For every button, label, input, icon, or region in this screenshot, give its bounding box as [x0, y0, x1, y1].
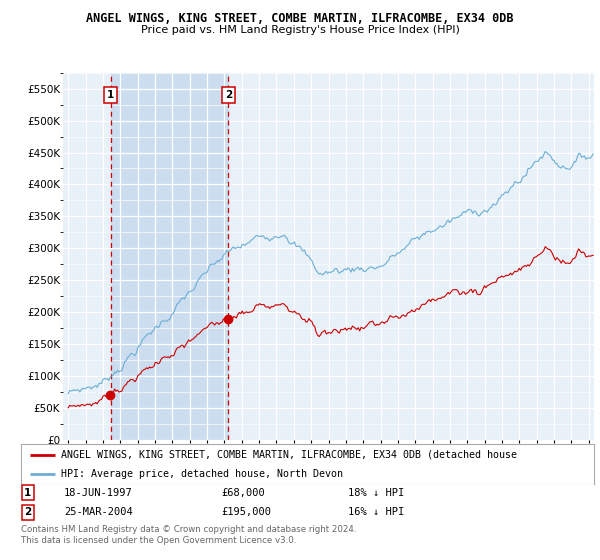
Text: ANGEL WINGS, KING STREET, COMBE MARTIN, ILFRACOMBE, EX34 0DB: ANGEL WINGS, KING STREET, COMBE MARTIN, …: [86, 12, 514, 25]
Text: 1: 1: [107, 90, 115, 100]
Text: £68,000: £68,000: [221, 488, 265, 498]
Text: 25-MAR-2004: 25-MAR-2004: [64, 507, 133, 517]
Text: Contains HM Land Registry data © Crown copyright and database right 2024.
This d: Contains HM Land Registry data © Crown c…: [21, 525, 356, 545]
Text: 2: 2: [24, 507, 32, 517]
Text: 18-JUN-1997: 18-JUN-1997: [64, 488, 133, 498]
Text: 16% ↓ HPI: 16% ↓ HPI: [347, 507, 404, 517]
Text: 1: 1: [24, 488, 32, 498]
Text: Price paid vs. HM Land Registry's House Price Index (HPI): Price paid vs. HM Land Registry's House …: [140, 25, 460, 35]
Bar: [111, 73, 229, 440]
Text: 2: 2: [225, 90, 232, 100]
Text: HPI: Average price, detached house, North Devon: HPI: Average price, detached house, Nort…: [61, 469, 343, 478]
Text: ANGEL WINGS, KING STREET, COMBE MARTIN, ILFRACOMBE, EX34 0DB (detached house: ANGEL WINGS, KING STREET, COMBE MARTIN, …: [61, 450, 517, 460]
Text: 18% ↓ HPI: 18% ↓ HPI: [347, 488, 404, 498]
Text: £195,000: £195,000: [221, 507, 272, 517]
